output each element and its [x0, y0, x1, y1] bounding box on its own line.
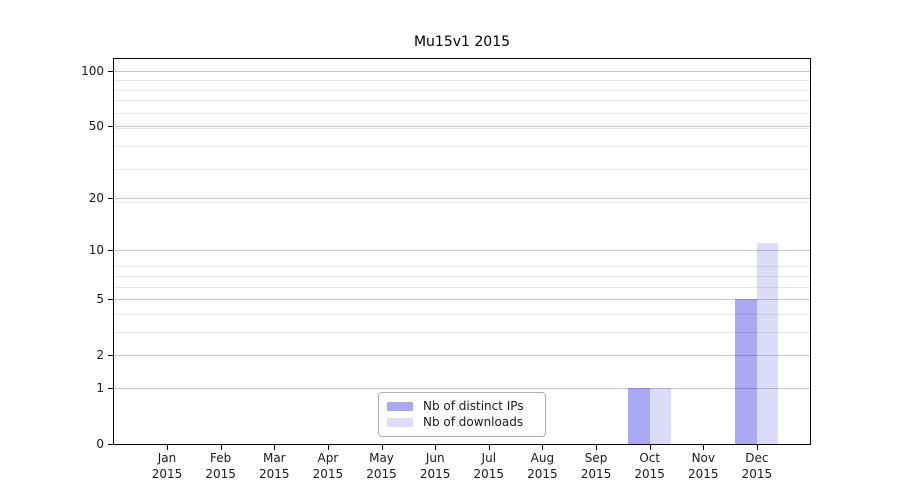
legend-swatch-distinct-ips — [387, 402, 413, 411]
y-tick-label: 20 — [88, 190, 104, 205]
x-tick — [489, 445, 490, 450]
x-tick — [274, 445, 275, 450]
y-tick-label: 10 — [88, 243, 104, 257]
gridline-minor — [114, 89, 810, 91]
y-tick — [108, 71, 113, 72]
legend-item-downloads: Nb of downloads — [387, 415, 537, 430]
y-tick — [108, 388, 113, 389]
x-tick — [757, 445, 758, 450]
y-tick-label: 2 — [96, 348, 104, 363]
y-tick — [108, 299, 113, 300]
y-tick — [108, 250, 113, 251]
gridline-minor — [114, 331, 810, 333]
gridline-major — [114, 355, 810, 357]
x-tick-label: Dec 2015 — [741, 451, 773, 481]
gridline-major — [114, 197, 810, 199]
x-tick — [435, 445, 436, 450]
y-tick — [108, 444, 113, 445]
y-tick-label: 1 — [96, 380, 104, 395]
x-tick-label: Jun 2015 — [419, 451, 451, 481]
gridlines-layer — [114, 59, 810, 444]
legend: Nb of distinct IPs Nb of downloads — [378, 392, 546, 437]
x-tick — [703, 445, 704, 450]
x-tick-label: Jan 2015 — [151, 451, 183, 481]
gridline-minor — [114, 275, 810, 277]
gridline-minor — [114, 168, 810, 170]
bar-distinct-ips-oct — [628, 387, 650, 444]
gridline-major — [114, 70, 810, 72]
bar-distinct-ips-dec — [735, 299, 757, 444]
gridline-minor — [114, 127, 810, 129]
legend-item-distinct-ips: Nb of distinct IPs — [387, 399, 537, 414]
gridline-minor — [114, 266, 810, 268]
y-tick-label: 5 — [96, 292, 104, 306]
gridline-minor — [114, 286, 810, 288]
x-tick — [596, 445, 597, 450]
y-tick — [108, 126, 113, 127]
x-tick-label: Mar 2015 — [259, 451, 290, 481]
x-tick-label: Feb 2015 — [205, 451, 236, 481]
x-tick-label: Sep 2015 — [580, 451, 612, 481]
legend-label-downloads: Nb of downloads — [423, 415, 524, 429]
x-tick-label: Apr 2015 — [312, 451, 344, 481]
x-tick-label: Oct 2015 — [634, 451, 665, 481]
x-tick-label: Jul 2015 — [473, 451, 505, 481]
x-tick — [382, 445, 383, 450]
y-tick-label: 0 — [96, 437, 104, 451]
gridline-minor — [114, 201, 810, 203]
y-tick — [108, 198, 113, 199]
gridline-major — [114, 125, 810, 127]
gridline-major — [114, 387, 810, 389]
gridline-minor — [114, 79, 810, 81]
bar-downloads-dec — [756, 242, 779, 444]
gridline-minor — [114, 100, 810, 102]
plot-area — [113, 58, 811, 445]
x-tick — [221, 445, 222, 450]
gridline-minor — [114, 145, 810, 147]
x-tick — [650, 445, 651, 450]
x-tick — [167, 445, 168, 450]
x-tick — [328, 445, 329, 450]
chart-title: Mu15v1 2015 — [413, 34, 511, 50]
x-tick — [542, 445, 543, 450]
x-tick-label: Nov 2015 — [688, 451, 719, 481]
y-tick-label: 100 — [81, 63, 104, 78]
legend-label-distinct-ips: Nb of distinct IPs — [423, 399, 524, 413]
y-tick-label: 50 — [88, 118, 104, 133]
gridline-minor — [114, 112, 810, 114]
bars-layer — [114, 59, 810, 444]
gridline-major — [114, 299, 810, 300]
x-tick-label: May 2015 — [366, 451, 397, 481]
bar-downloads-oct — [649, 387, 672, 444]
legend-swatch-downloads — [387, 418, 413, 427]
gridline-minor — [114, 313, 810, 315]
x-tick-label: Aug 2015 — [527, 451, 558, 481]
y-tick — [108, 355, 113, 356]
gridline-major — [114, 250, 810, 251]
